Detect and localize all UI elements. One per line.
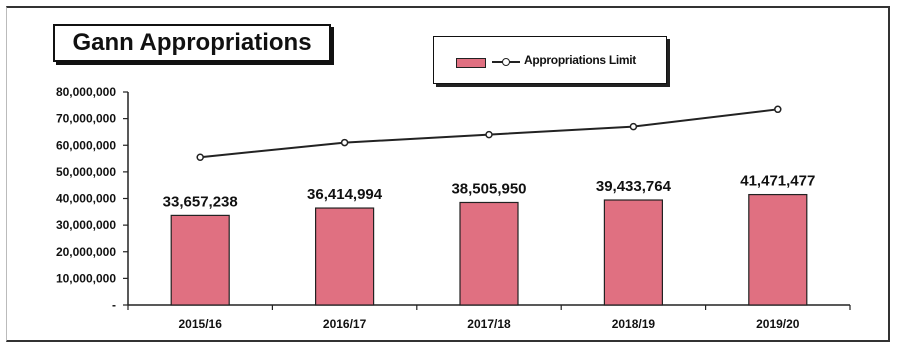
- y-tick-label: -: [112, 298, 116, 312]
- bar-data-label: 36,414,994: [307, 186, 383, 203]
- bar: [748, 193, 808, 306]
- chart-title-box: Gann Appropriations: [53, 24, 331, 62]
- legend-bar-swatch: [456, 58, 486, 68]
- line-point: [629, 122, 638, 131]
- x-tick-label: 2018/19: [612, 317, 656, 331]
- legend-line-marker: [502, 58, 510, 66]
- y-tick-label: 10,000,000: [56, 271, 116, 285]
- y-tick-label: 40,000,000: [56, 192, 116, 206]
- bar-data-label: 33,657,238: [163, 193, 238, 210]
- line-point: [485, 130, 493, 139]
- line-point: [774, 105, 782, 114]
- chart-frame: [6, 6, 890, 342]
- x-tick-label: 2019/20: [756, 317, 800, 331]
- y-tick-label: 80,000,000: [56, 85, 116, 99]
- legend-line-label: Appropriations Limit: [524, 53, 636, 67]
- y-tick-label: 50,000,000: [56, 165, 116, 179]
- y-tick-label: 70,000,000: [56, 112, 116, 126]
- chart-title: Gann Appropriations: [72, 29, 312, 56]
- bar: [603, 199, 664, 306]
- bar-data-label: 39,433,764: [596, 178, 672, 195]
- bar: [170, 214, 230, 306]
- bar: [315, 207, 375, 306]
- line-point: [340, 138, 349, 147]
- chart-legend: Appropriations Limit: [433, 36, 667, 84]
- bar-data-label: 38,505,950: [451, 180, 526, 197]
- y-tick-label: 30,000,000: [56, 218, 116, 232]
- line-point: [196, 153, 204, 161]
- x-tick-label: 2017/18: [467, 317, 511, 331]
- x-tick-label: 2016/17: [323, 317, 367, 331]
- bar: [459, 201, 519, 306]
- y-tick-label: 20,000,000: [56, 245, 116, 259]
- x-tick-label: 2015/16: [179, 317, 223, 331]
- y-tick-label: 60,000,000: [56, 138, 116, 152]
- bar-data-label: 41,471,477: [740, 173, 815, 190]
